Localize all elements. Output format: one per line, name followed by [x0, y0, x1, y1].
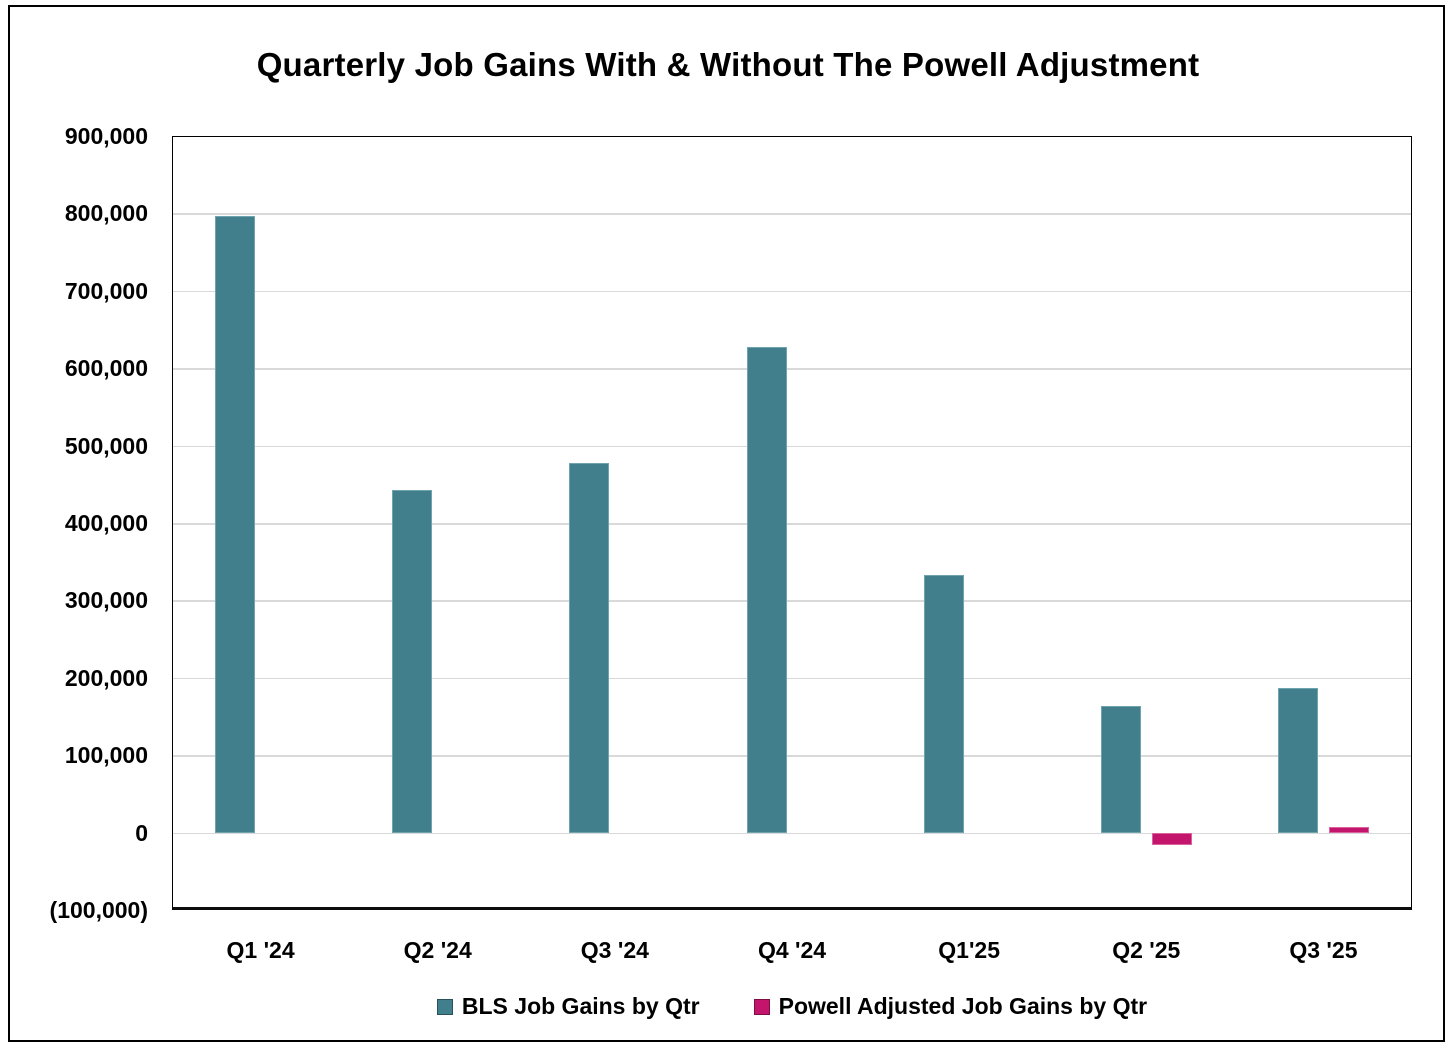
bar-bls [1277, 687, 1318, 833]
x-axis-tick-label: Q4 '24 [757, 937, 827, 963]
bar-bls [215, 215, 256, 833]
y-axis-tick-label: 700,000 [64, 277, 148, 304]
x-axis-tick-label: Q2 '25 [1112, 937, 1181, 963]
gridline [172, 523, 1412, 525]
bar-powell-adjusted [1328, 827, 1369, 833]
legend-swatch-powell-adjusted [753, 998, 770, 1015]
y-axis-tick-label: 400,000 [64, 510, 148, 536]
bar-bls [923, 574, 964, 833]
gridline [172, 368, 1412, 370]
x-axis-tick-label: Q1'25 [938, 937, 1000, 963]
gridline [172, 213, 1412, 215]
x-axis-tick-label: Q3 '25 [1289, 937, 1358, 963]
legend-label: BLS Job Gains by Qtr [461, 993, 700, 1019]
legend-label: Powell Adjusted Job Gains by Qtr [778, 993, 1148, 1019]
legend-item-powell-adjusted: Powell Adjusted Job Gains by Qtr [753, 993, 1148, 1020]
gridline [172, 832, 1412, 835]
gridline [172, 445, 1412, 448]
y-axis-tick-label: 900,000 [64, 123, 148, 149]
gridline [172, 755, 1412, 757]
y-axis-tick-label: 500,000 [64, 432, 148, 459]
bar-bls [746, 347, 787, 833]
gridline [172, 600, 1412, 602]
y-axis-tick-label: 0 [135, 819, 148, 846]
legend: BLS Job Gains by Qtr Powell Adjusted Job … [172, 993, 1412, 1020]
y-axis-tick-label: 600,000 [64, 355, 148, 382]
x-axis-tick-label: Q2 '24 [403, 937, 472, 963]
y-axis-tick-label: 100,000 [64, 742, 148, 769]
chart-title: Quarterly Job Gains With & Without The P… [256, 46, 1200, 83]
gridline [172, 290, 1412, 293]
y-axis-tick-label: 200,000 [64, 664, 148, 691]
legend-swatch-bls [436, 998, 453, 1015]
x-axis-tick-label: Q1 '24 [226, 937, 295, 963]
y-axis-tick-label: 300,000 [64, 587, 148, 614]
gridline [172, 677, 1412, 680]
bar-bls [392, 490, 433, 833]
plot-area [172, 136, 1412, 910]
y-axis-tick-label: (100,000) [49, 897, 148, 923]
bar-bls [569, 463, 610, 833]
y-axis-tick-label: 800,000 [64, 200, 148, 227]
bar-bls [1100, 705, 1141, 833]
legend-item-bls: BLS Job Gains by Qtr [436, 993, 700, 1020]
x-axis-tick-label: Q3 '24 [580, 937, 649, 963]
bar-powell-adjusted [1151, 832, 1192, 845]
